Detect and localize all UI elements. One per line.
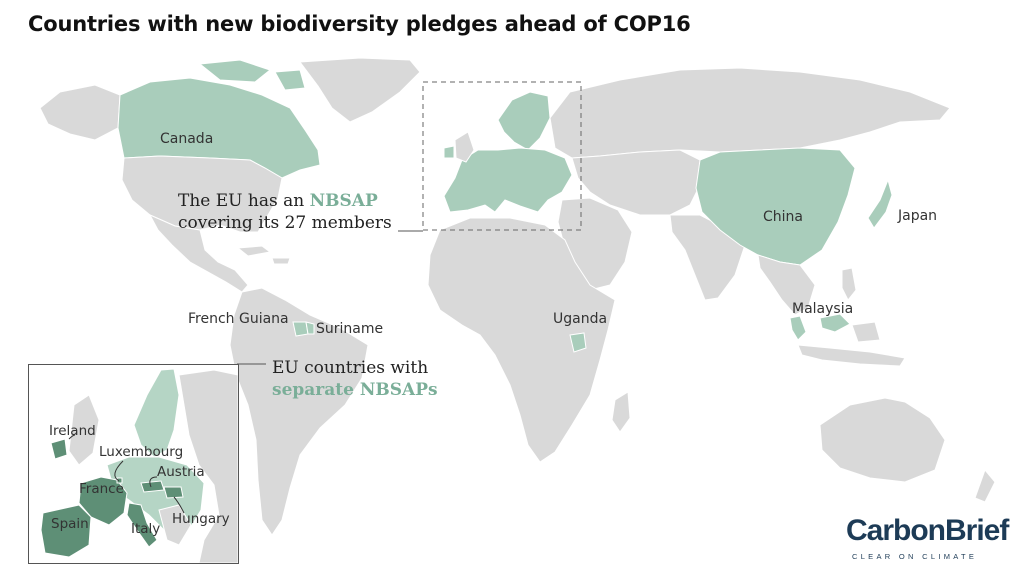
label-suriname: Suriname <box>316 321 384 337</box>
eu-annotation-text: The EU has an <box>178 191 310 211</box>
inset-label-france: France <box>79 481 124 497</box>
inset-leader-hungary <box>173 496 185 514</box>
inset-label-ireland: Ireland <box>49 423 96 439</box>
inset-label-spain: Spain <box>51 516 89 532</box>
inset-label-austria: Austria <box>157 464 205 480</box>
separate-annotation-line1: EU countries with <box>272 358 429 378</box>
eu-annotation-highlight: NBSAP <box>309 191 378 211</box>
inset-austria <box>140 480 165 493</box>
inset-hungary <box>163 486 184 499</box>
inset-leader-austria <box>149 476 158 488</box>
europe-inset-svg <box>29 365 238 563</box>
french-guiana <box>305 321 315 335</box>
australia <box>819 397 946 483</box>
inset-label-italy: Italy <box>131 521 161 537</box>
malaysia <box>789 313 851 341</box>
usa <box>121 155 283 233</box>
label-canada: Canada <box>160 131 214 147</box>
russia <box>549 67 951 159</box>
china <box>695 147 856 266</box>
british-isles <box>454 131 475 163</box>
africa <box>427 217 616 463</box>
carbonbrief-tagline: CLEAR ON CLIMATE <box>852 552 978 561</box>
suriname <box>292 321 309 337</box>
inset-luxembourg <box>116 477 123 484</box>
eu-mainland <box>443 147 573 213</box>
inset-leader-luxembourg <box>114 460 124 482</box>
greenland <box>299 57 421 123</box>
label-japan: Japan <box>898 208 938 224</box>
europe-inset-map: Ireland Luxembourg Austria France Spain … <box>28 364 239 564</box>
mexico-central-america <box>148 213 249 293</box>
inset-scandinavia <box>133 368 180 458</box>
inset-uk <box>68 394 100 466</box>
south-america <box>229 287 369 536</box>
uganda <box>569 332 587 353</box>
inset-label-hungary: Hungary <box>172 511 230 527</box>
inset-non-eu-land <box>178 369 238 563</box>
inset-leader-ireland <box>68 434 76 440</box>
label-french-guiana: French Guiana <box>188 311 289 327</box>
madagascar <box>611 391 631 433</box>
inset-france <box>78 476 128 526</box>
label-china: China <box>763 209 803 225</box>
philippines <box>841 267 857 301</box>
label-uganda: Uganda <box>553 311 608 327</box>
eu-nbsap-annotation: The EU has an NBSAP covering its 27 memb… <box>178 190 392 234</box>
scandinavia <box>497 91 551 151</box>
indonesia <box>797 321 906 367</box>
alaska <box>39 84 121 141</box>
new-zealand <box>974 469 996 503</box>
japan <box>867 178 893 229</box>
separate-nbsaps-annotation: EU countries with separate NBSAPs <box>272 357 438 401</box>
canada-islands <box>198 59 306 91</box>
ireland <box>443 145 455 159</box>
inset-spain <box>40 504 92 558</box>
label-malaysia: Malaysia <box>792 301 854 317</box>
map-title: Countries with new biodiversity pledges … <box>28 12 691 36</box>
inset-ireland <box>50 438 68 460</box>
inset-label-luxembourg: Luxembourg <box>99 444 184 460</box>
central-asia <box>571 149 701 216</box>
separate-annotation-highlight: separate NBSAPs <box>272 380 438 400</box>
eu-annotation-line2: covering its 27 members <box>178 213 392 233</box>
caribbean <box>236 245 291 265</box>
inset-balkans <box>158 504 192 546</box>
inset-italy <box>126 502 158 548</box>
carbonbrief-logo: CarbonBrief <box>846 514 1009 547</box>
southeast-asia <box>757 254 816 316</box>
